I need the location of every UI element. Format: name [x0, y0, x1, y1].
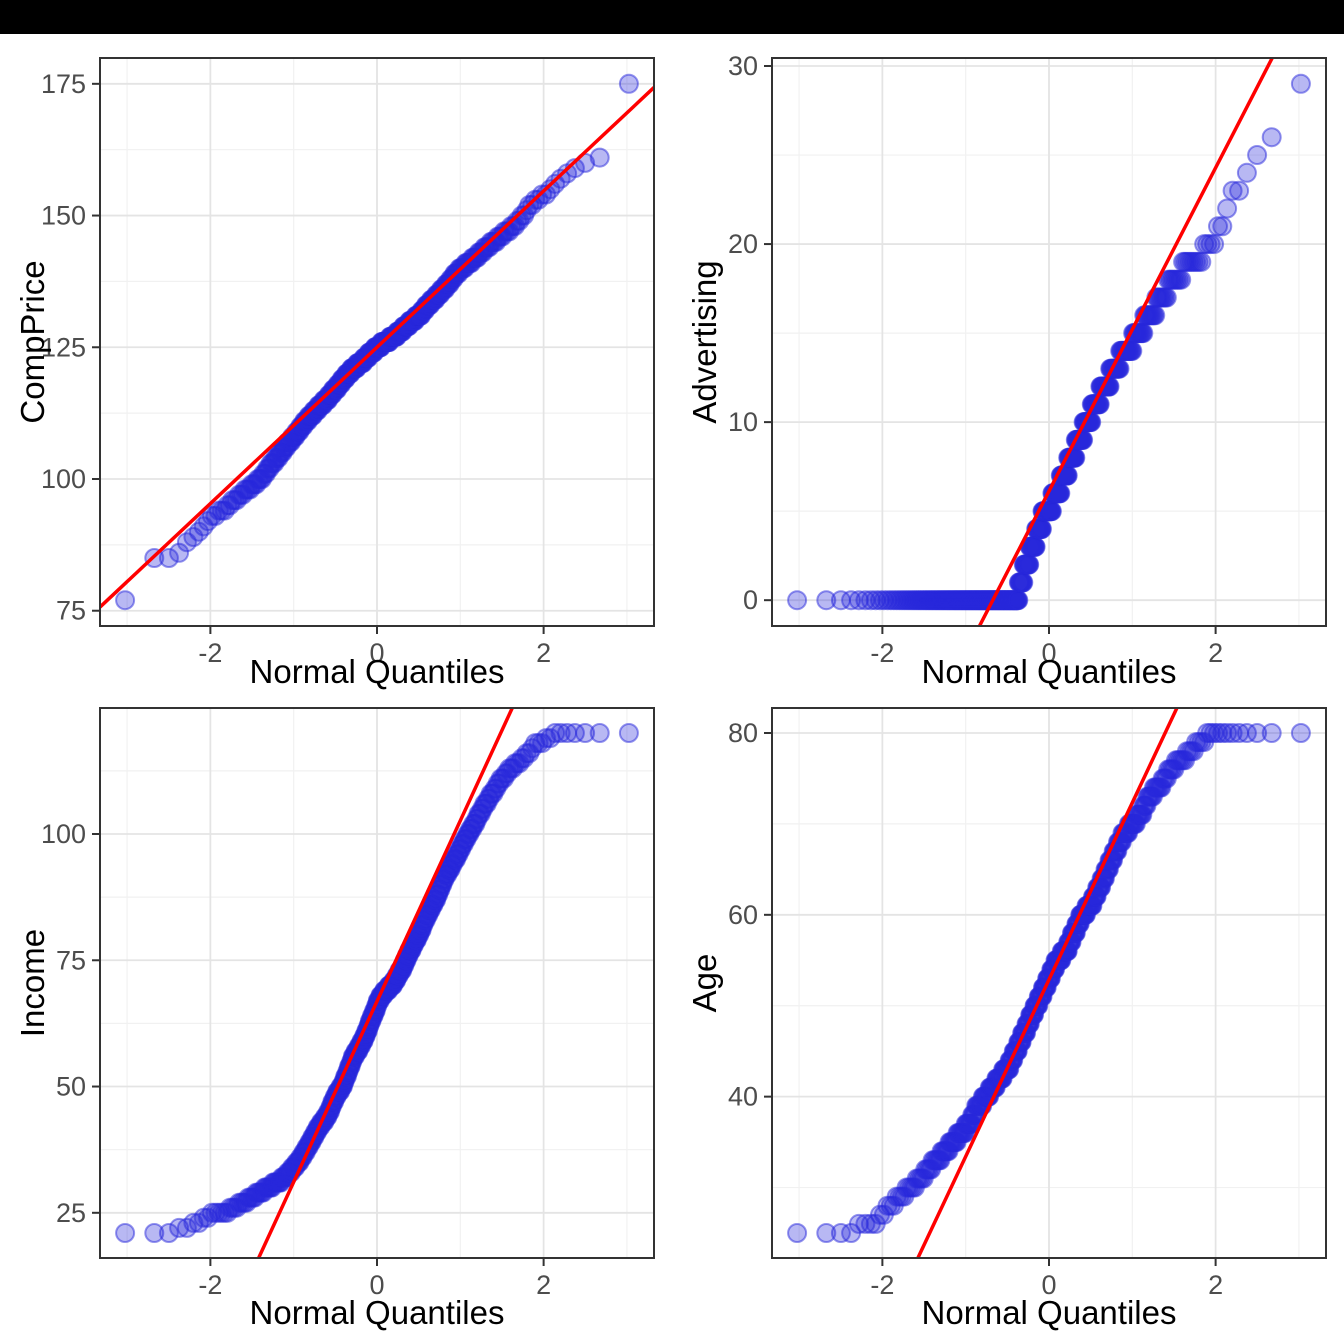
x-tick-label: -2: [198, 638, 222, 668]
y-tick-label: 80: [728, 718, 758, 748]
axis-ticks: [764, 732, 1217, 1266]
y-tick-label: 60: [728, 900, 758, 930]
qq-line: [977, 58, 1275, 626]
y-tick-label: 150: [41, 201, 86, 231]
plots-grid: -2 0 2 75 100 125 150 175 CompPrice Normal Quan…: [0, 34, 1344, 1344]
qq-panel-age: -2 0 2 40 60 80 Age Normal Quantiles: [672, 689, 1344, 1344]
x-tick-label: -2: [198, 1270, 222, 1300]
tick-labels: -2 0 2 40 60 80: [728, 718, 1223, 1300]
x-axis-title: Normal Quantiles: [249, 653, 505, 690]
x-tick-label: 0: [1041, 638, 1056, 668]
qq-panel-compprice: -2 0 2 75 100 125 150 175 CompPrice Normal Quan…: [0, 34, 672, 690]
y-axis-title-wrap: Advertising: [676, 58, 734, 626]
y-tick-label: 100: [41, 819, 86, 849]
y-tick-label: 100: [41, 464, 86, 494]
x-axis-title: Normal Quantiles: [921, 653, 1177, 690]
x-tick-label: 2: [536, 1270, 551, 1300]
y-axis-title: Income: [14, 928, 51, 1038]
y-tick-label: 125: [41, 332, 86, 362]
x-tick-label: 0: [1041, 1270, 1056, 1300]
points-layer: [787, 73, 1311, 611]
qq-line: [256, 708, 515, 1258]
grid-minor-layer: [772, 58, 1326, 626]
x-tick-label: 0: [369, 1270, 384, 1300]
axis-ticks: [92, 82, 545, 634]
qq-panel-income: -2 0 2 25 50 75 100 Income Normal Quantiles: [0, 689, 672, 1344]
y-tick-label: 75: [56, 945, 86, 975]
y-tick-label: 25: [56, 1198, 86, 1228]
qq-panel-advertising: -2 0 2 0 10 20 30 Advertising Normal Quantiles: [672, 34, 1344, 690]
y-tick-label: 20: [728, 229, 758, 259]
qq-line: [915, 708, 1179, 1258]
y-axis-title: Age: [686, 953, 723, 1013]
y-axis-title: CompPrice: [14, 260, 51, 424]
y-axis-title-wrap: CompPrice: [4, 58, 62, 626]
x-tick-label: 0: [369, 638, 384, 668]
y-axis-title: Advertising: [686, 260, 723, 424]
x-tick-label: -2: [870, 1270, 894, 1300]
y-axis-title-wrap: Age: [676, 708, 734, 1258]
x-axis-title: Normal Quantiles: [921, 1294, 1177, 1331]
y-tick-label: 75: [56, 596, 86, 626]
top-black-bar: [0, 0, 1344, 34]
y-tick-label: 10: [728, 407, 758, 437]
y-tick-label: 40: [728, 1082, 758, 1112]
axis-ticks: [764, 65, 1217, 634]
y-tick-label: 50: [56, 1072, 86, 1102]
qq-line: [100, 86, 654, 609]
x-tick-label: 2: [1208, 638, 1223, 668]
y-tick-label: 175: [41, 69, 86, 99]
axis-ticks: [92, 833, 545, 1266]
tick-labels: -2 0 2 75 100 125 150 175: [41, 69, 551, 668]
x-tick-label: 2: [1208, 1270, 1223, 1300]
y-tick-label: 0: [743, 585, 758, 615]
grid-major-layer: [100, 708, 654, 1258]
qq-plot-svg-income: -2 0 2 25 50 75 100: [41, 707, 655, 1300]
tick-labels: -2 0 2 25 50 75 100: [41, 819, 551, 1300]
x-tick-label: 2: [536, 638, 551, 668]
qq-plot-svg-compprice: -2 0 2 75 100 125 150 175: [41, 57, 655, 668]
y-axis-title-wrap: Income: [4, 708, 62, 1258]
x-axis-title: Normal Quantiles: [249, 1294, 505, 1331]
y-tick-label: 30: [728, 51, 758, 81]
x-tick-label: -2: [870, 638, 894, 668]
qq-plot-svg-age: -2 0 2 40 60 80: [728, 707, 1327, 1300]
